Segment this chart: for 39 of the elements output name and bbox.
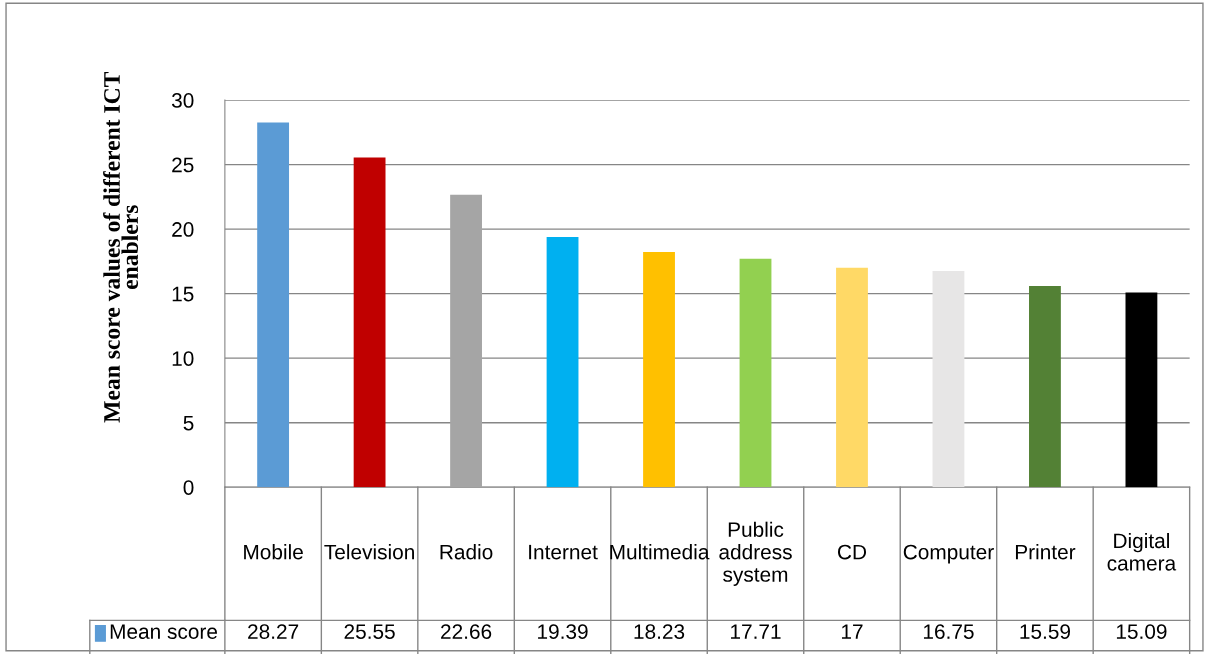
data-label: 16.75 [923,624,974,639]
x-tick-label: Television [324,544,414,560]
y-tick-label: 10 [172,351,194,366]
bar [836,267,868,488]
x-tick-label: Internet [529,544,598,560]
data-label: 15.09 [1116,624,1167,639]
legend-label: Mean score [110,624,218,639]
y-tick-label: 0 [183,480,194,495]
data-label: 17 [841,624,863,639]
bar [739,258,772,488]
bar [257,122,290,488]
x-tick-label: Digital camera [1107,532,1177,571]
x-tick-label: Radio [440,544,493,560]
bar [546,236,579,488]
bar [353,157,386,488]
x-tick-label: Public address system [719,521,792,586]
y-tick-label: 20 [172,222,194,237]
data-label: 15.59 [1020,624,1071,639]
data-label: 17.71 [731,624,781,639]
x-tick-label: CD [837,544,867,560]
data-label: 28.27 [248,624,299,639]
bar [450,194,482,488]
y-tick-label: 30 [171,93,194,108]
x-tick-label: Computer [903,544,994,564]
x-tick-label: Printer [1015,544,1076,560]
y-tick-label: 5 [183,415,194,431]
data-label: 18.23 [634,624,685,639]
x-tick-label: Mobile [244,544,303,560]
y-tick-label: 25 [172,157,194,173]
bar [1125,292,1158,488]
data-label: 19.39 [538,624,588,639]
bar [932,271,965,488]
y-axis-title: Mean score values of different ICT enablers [103,71,139,423]
bar [643,251,675,488]
x-tick-label: Multimedia [610,544,710,560]
bar [1029,286,1061,488]
data-label: 25.55 [344,624,395,639]
y-tick-label: 15 [172,286,194,302]
data-label: 22.66 [441,624,492,639]
